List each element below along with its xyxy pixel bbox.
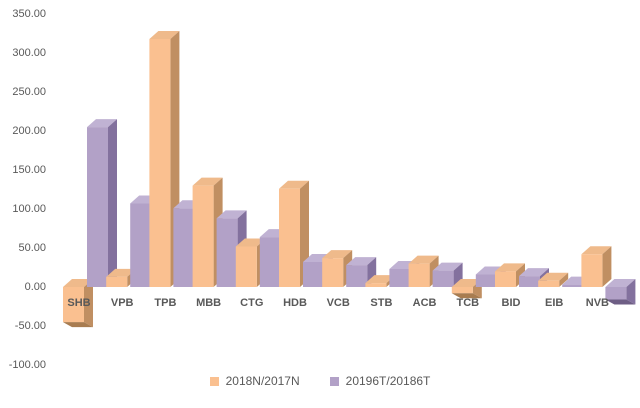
bar-vpb-series2-front-face (130, 203, 152, 287)
category-label-eib: EIB (545, 297, 564, 309)
y-axis-tick-label: 100.00 (12, 203, 46, 215)
category-label-bid: BID (501, 297, 521, 309)
bar-tcb-series1-front-face (451, 287, 473, 294)
y-axis-tick-label: 0.00 (24, 281, 46, 293)
category-label-stb: STB (370, 297, 393, 309)
bar-vcb-series2-top-face (346, 257, 377, 266)
bar-acb-series1-top-face (408, 255, 439, 264)
bar-acb-series2-front-face (432, 270, 454, 287)
y-axis-tick-label: 300.00 (12, 47, 46, 59)
category-label-tpb: TPB (154, 297, 177, 309)
bar-nvb-series2-bottom-face (605, 299, 636, 305)
y-axis-tick-label: 150.00 (12, 164, 46, 176)
bar-shb-series1-side-face (84, 279, 93, 328)
legend-label: 2018N/2017N (225, 374, 300, 388)
legend-label: 20196T/20186T (345, 374, 431, 388)
bar-stb-series2-front-face (389, 269, 411, 287)
bar-shb-series2-side-face (108, 119, 117, 287)
bar-vcb-series1-top-face (322, 250, 353, 259)
bar-bid-series1-top-face (495, 263, 525, 272)
category-label-shb: SHB (67, 297, 91, 309)
bar-nvb-series2-side-face (626, 279, 636, 305)
bar-tcb-series2-front-face (475, 274, 497, 287)
y-axis-tick-label: 250.00 (12, 86, 46, 98)
bar-hdb-series2-front-face (303, 262, 324, 287)
bar-eib-series1-side-face (559, 272, 569, 287)
bar-shb-series2-top-face (87, 119, 117, 128)
legend: 2018N/2017N 20196T/20186T (0, 374, 640, 388)
bar-ctg-series2-front-face (259, 237, 281, 287)
bar-tpb-series1-top-face (149, 30, 180, 39)
bar-bid-series1-front-face (495, 271, 516, 287)
bar-mbb-series1-top-face (192, 177, 223, 186)
bar-acb-series2-top-face (432, 262, 463, 271)
bar-shb-series1-front-face (63, 287, 84, 323)
y-axis-tick-label: 50.00 (18, 242, 46, 254)
bar-tpb-series1-front-face (149, 38, 171, 288)
bar-vpb-series1-top-face (106, 268, 137, 277)
bar-ctg-series1-top-face (235, 238, 266, 247)
bar-shb-series1-top-face (63, 279, 93, 287)
bar-acb-series1-front-face (408, 263, 430, 287)
bar-mbb-series2-top-face (216, 210, 247, 219)
category-label-mbb: MBB (196, 297, 222, 309)
category-label-nvb: NVB (585, 297, 609, 309)
legend-swatch-icon (209, 376, 219, 386)
bar-tcb-series1-bottom-face (451, 293, 482, 299)
bar-stb-series1-front-face (365, 283, 387, 287)
bar-bid-series2-front-face (519, 276, 540, 287)
category-label-ctg: CTG (240, 297, 264, 309)
bar-mbb-series1-front-face (192, 185, 214, 287)
bar-mbb-series2-front-face (216, 218, 238, 287)
bar-stb-series1-top-face (365, 275, 396, 284)
y-axis-tick-label: 350.00 (12, 8, 46, 20)
bar-bid-series2-top-face (519, 268, 549, 277)
bar-eib-series1-front-face (538, 280, 560, 287)
y-axis-tick-label: -50.00 (14, 320, 46, 332)
bar-nvb-series1-front-face (581, 254, 603, 287)
y-axis-tick-label: 200.00 (12, 125, 46, 137)
bar-eib-series2-front-face (562, 284, 584, 287)
bar-vcb-series1-front-face (322, 258, 344, 287)
bar-shb-series1-bottom-face (63, 322, 93, 328)
bar-hdb-series1-top-face (279, 180, 309, 189)
bar-nvb-series1-top-face (581, 246, 612, 255)
bar-nvb-series1-side-face (602, 246, 612, 287)
category-label-vpb: VPB (110, 297, 134, 309)
category-label-tcb: TCB (456, 297, 480, 309)
bar-vpb-series1-front-face (106, 276, 128, 287)
bar-shb-series2-front-face (87, 127, 108, 287)
bar-tcb-series1-top-face (451, 279, 482, 287)
legend-swatch-icon (329, 376, 339, 386)
bar-tpb-series2-front-face (173, 208, 195, 287)
category-label-vcb: VCB (326, 297, 350, 309)
category-label-hdb: HDB (283, 297, 307, 309)
bar-hdb-series1-front-face (279, 188, 300, 287)
category-label-acb: ACB (412, 297, 437, 309)
bar-nvb-series2-front-face (605, 287, 627, 300)
bar-eib-series1-top-face (538, 272, 569, 281)
bar-nvb-series2-top-face (605, 279, 636, 287)
y-axis-tick-label: -100.00 (8, 359, 46, 371)
bar-ctg-series1-front-face (235, 246, 257, 287)
legend-item: 2018N/2017N (209, 374, 300, 388)
bar-vcb-series2-front-face (346, 265, 368, 287)
legend-item: 20196T/20186T (329, 374, 431, 388)
